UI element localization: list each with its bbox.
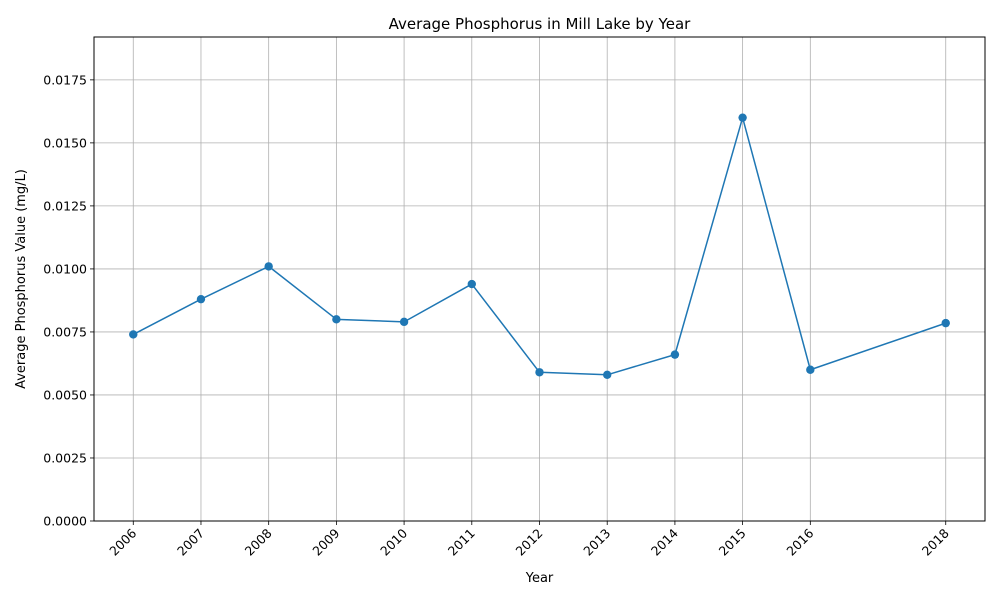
x-axis-title: Year — [525, 571, 554, 586]
data-point — [332, 315, 341, 324]
y-tick-label: 0.0125 — [43, 198, 87, 213]
data-point — [129, 330, 138, 339]
grid — [94, 37, 985, 522]
data-point — [738, 113, 747, 122]
series-line — [132, 116, 946, 376]
y-tick-label: 0.0175 — [43, 72, 87, 87]
data-point — [670, 350, 680, 359]
y-tick-label: 0.0150 — [43, 135, 87, 150]
data-point — [941, 318, 950, 328]
data-point — [806, 365, 815, 374]
y-axis-title: Average Phosphorus Value (mg/L) — [14, 169, 29, 389]
y-tick-label: 0.0000 — [43, 514, 87, 529]
data-point — [399, 317, 409, 327]
y-tick-label: 0.0100 — [43, 261, 87, 276]
data-point — [264, 262, 273, 271]
chart-title: Average Phosphorus in Mill Lake by Year — [389, 15, 691, 33]
y-tick-label: 0.0025 — [43, 450, 87, 465]
data-point — [196, 294, 206, 304]
y-tick-label: 0.0050 — [43, 387, 87, 402]
data-point — [603, 370, 612, 379]
y-tick-label: 0.0075 — [43, 324, 87, 339]
data-point — [467, 279, 476, 289]
data-points — [129, 113, 950, 379]
series-polyline — [132, 116, 946, 376]
data-point — [535, 368, 544, 377]
